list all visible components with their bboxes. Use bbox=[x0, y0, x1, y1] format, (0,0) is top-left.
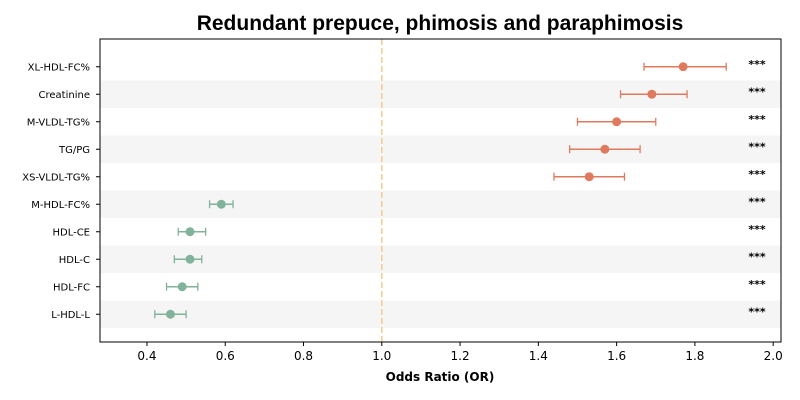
significance-label: *** bbox=[748, 250, 766, 263]
axes bbox=[96, 38, 782, 346]
x-axis-label: Odds Ratio (OR) bbox=[386, 370, 495, 384]
x-tick-label: 0.6 bbox=[216, 349, 235, 363]
tick-labels: XL-HDL-FC% *** Creatinine *** M-VLDL-TG% *** T… bbox=[22, 58, 783, 363]
odds-ratio-point bbox=[165, 309, 175, 319]
significance-label: *** bbox=[748, 195, 766, 208]
odds-ratio-point bbox=[647, 89, 657, 99]
data-marks bbox=[154, 62, 727, 319]
significance-label: *** bbox=[748, 85, 766, 98]
x-tick-label: 0.4 bbox=[137, 349, 156, 363]
x-tick-label: 1.8 bbox=[685, 349, 704, 363]
significance-label: *** bbox=[748, 305, 766, 318]
y-tick-label: XS-VLDL-TG% bbox=[22, 172, 90, 183]
x-tick-label: 1.4 bbox=[529, 349, 548, 363]
significance-label: *** bbox=[748, 278, 766, 291]
x-tick-label: 0.8 bbox=[294, 349, 313, 363]
y-tick-label: M-VLDL-TG% bbox=[27, 117, 90, 128]
significance-label: *** bbox=[748, 113, 766, 126]
odds-ratio-point bbox=[678, 62, 688, 72]
plot-frame bbox=[99, 38, 782, 343]
odds-ratio-point bbox=[600, 144, 610, 154]
row-stripe bbox=[100, 190, 781, 218]
row-stripes bbox=[100, 80, 781, 328]
odds-ratio-point bbox=[177, 282, 187, 292]
x-tick-label: 1.6 bbox=[607, 349, 626, 363]
odds-ratio-point bbox=[612, 117, 622, 127]
significance-label: *** bbox=[748, 223, 766, 236]
y-tick-label: Creatinine bbox=[39, 90, 90, 101]
y-tick-label: XL-HDL-FC% bbox=[28, 62, 90, 73]
odds-ratio-point bbox=[185, 227, 195, 237]
odds-ratio-point bbox=[584, 172, 594, 182]
chart-title: Redundant prepuce, phimosis and paraphim… bbox=[197, 12, 684, 35]
significance-label: *** bbox=[748, 58, 766, 71]
x-tick-label: 2.0 bbox=[764, 349, 783, 363]
row-stripe bbox=[100, 300, 781, 328]
row-stripe bbox=[100, 245, 781, 273]
row-stripe bbox=[100, 135, 781, 163]
y-tick-label: HDL-CE bbox=[52, 227, 90, 238]
y-tick-label: M-HDL-FC% bbox=[31, 200, 90, 211]
odds-ratio-point bbox=[216, 199, 226, 209]
significance-label: *** bbox=[748, 140, 766, 153]
y-tick-label: L-HDL-L bbox=[51, 310, 90, 321]
x-tick-label: 1.2 bbox=[451, 349, 470, 363]
y-tick-label: HDL-C bbox=[59, 255, 90, 266]
odds-ratio-point bbox=[185, 254, 195, 264]
y-tick-label: TG/PG bbox=[58, 145, 90, 156]
x-tick-label: 1.0 bbox=[372, 349, 391, 363]
y-tick-label: HDL-FC bbox=[53, 282, 90, 293]
significance-label: *** bbox=[748, 168, 766, 181]
